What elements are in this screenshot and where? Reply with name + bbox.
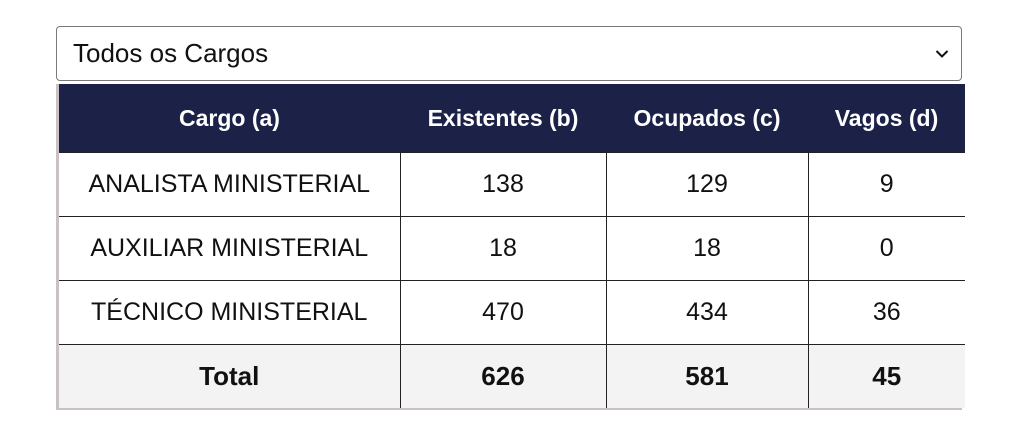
header-vagos: Vagos (d) <box>808 84 965 153</box>
chevron-down-icon <box>935 49 949 59</box>
cell-ocupados: 18 <box>605 216 809 281</box>
cell-existentes: 18 <box>399 216 607 281</box>
cell-cargo: AUXILIAR MINISTERIAL <box>59 216 401 281</box>
table-row: AUXILIAR MINISTERIAL 18 18 0 <box>59 216 965 281</box>
cell-vagos: 0 <box>807 216 965 281</box>
cargo-filter-value: Todos os Cargos <box>73 38 269 68</box>
header-existentes: Existentes (b) <box>400 84 606 153</box>
cell-vagos: 36 <box>807 280 965 345</box>
table-row: TÉCNICO MINISTERIAL 470 434 36 <box>59 280 965 345</box>
header-cargo: Cargo (a) <box>59 84 400 153</box>
cell-cargo: TÉCNICO MINISTERIAL <box>59 280 401 345</box>
header-ocupados: Ocupados (c) <box>606 84 808 153</box>
total-existentes: 626 <box>399 344 607 408</box>
total-label: Total <box>59 344 401 408</box>
cell-existentes: 138 <box>399 152 607 217</box>
total-vagos: 45 <box>807 344 965 408</box>
total-ocupados: 581 <box>605 344 809 408</box>
cargo-filter-select[interactable]: Todos os Cargos <box>56 26 962 81</box>
table-row: ANALISTA MINISTERIAL 138 129 9 <box>59 152 965 217</box>
cell-existentes: 470 <box>399 280 607 345</box>
total-row: Total 626 581 45 <box>59 344 965 408</box>
cell-vagos: 9 <box>807 152 965 217</box>
cargos-table-container: Cargo (a) Existentes (b) Ocupados (c) Va… <box>56 84 965 410</box>
cell-ocupados: 434 <box>605 280 809 345</box>
cargos-table: Cargo (a) Existentes (b) Ocupados (c) Va… <box>59 84 965 408</box>
cell-cargo: ANALISTA MINISTERIAL <box>59 152 401 217</box>
cell-ocupados: 129 <box>605 152 809 217</box>
table-header-row: Cargo (a) Existentes (b) Ocupados (c) Va… <box>59 84 965 153</box>
